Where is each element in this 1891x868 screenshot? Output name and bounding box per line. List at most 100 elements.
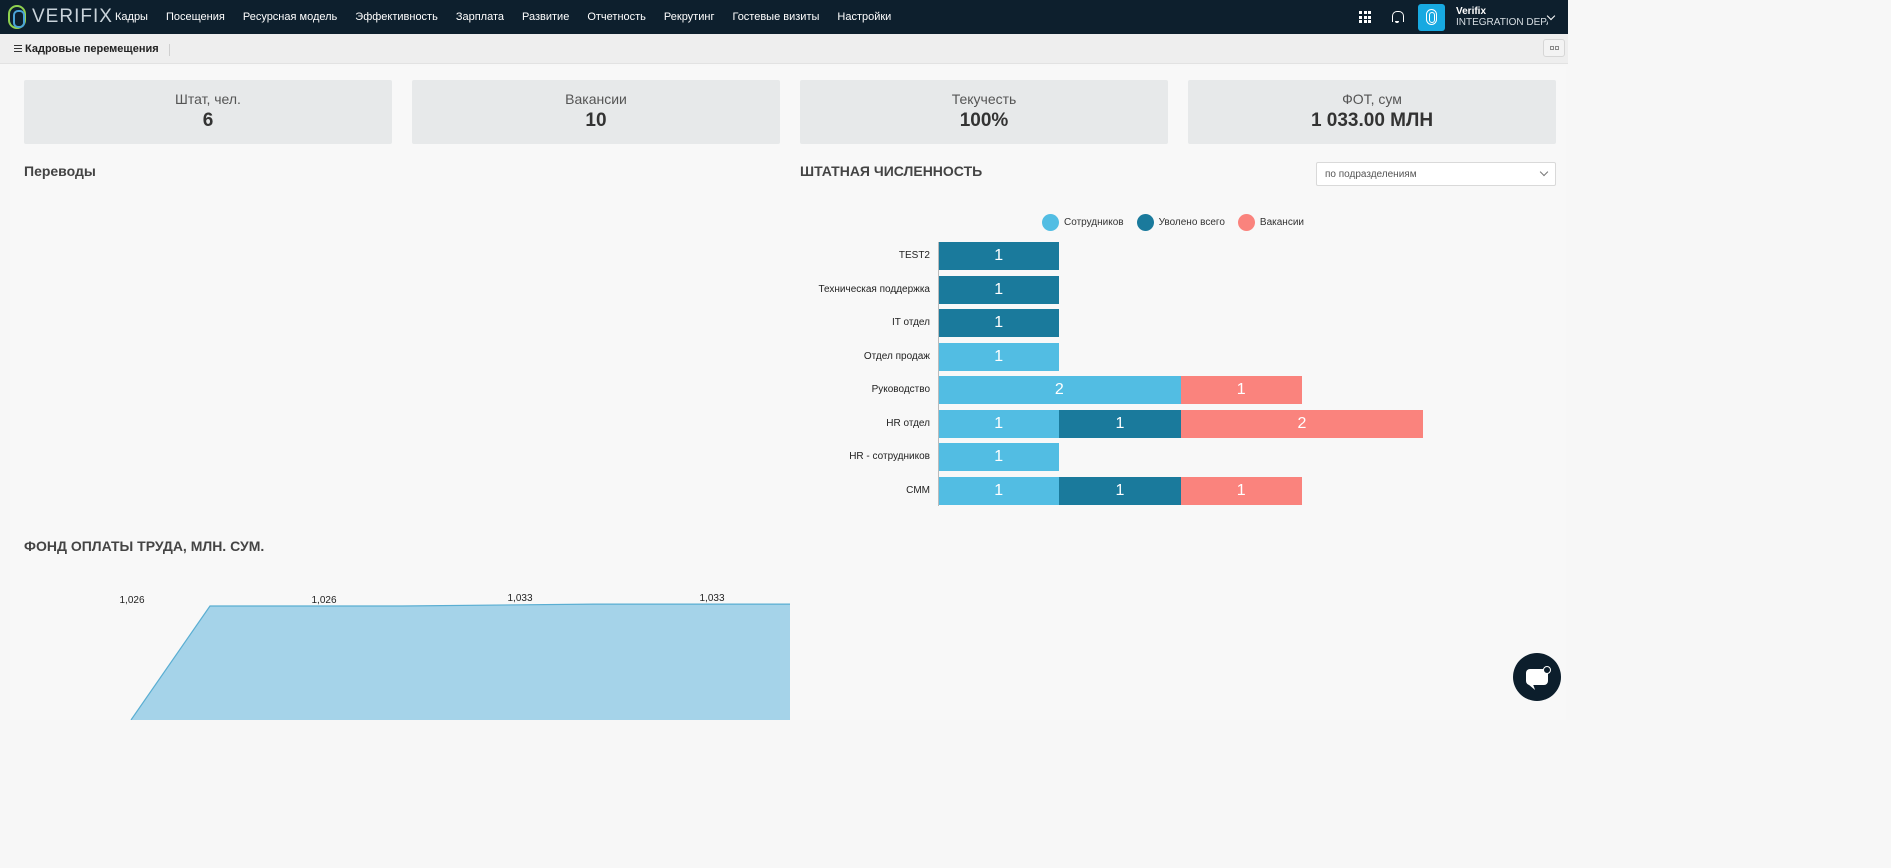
fingerprint-icon [1426,9,1437,25]
nav-item[interactable]: Отчетность [587,11,646,23]
payroll-title: ФОНД ОПЛАТЫ ТРУДА, МЛН. СУМ. [24,538,265,554]
bar-segment[interactable]: 1 [938,309,1060,337]
bar-segment[interactable]: 1 [938,242,1060,270]
grouping-select[interactable]: по подразделениям [1316,162,1556,186]
kpi-label: ФОТ, сум [1342,91,1402,107]
legend-item[interactable]: Уволено всего [1136,214,1225,231]
nav-item[interactable]: Настройки [837,11,892,23]
bar-segment[interactable]: 2 [938,376,1181,404]
nav-item[interactable]: Кадры [115,11,148,23]
legend-label: Вакансии [1259,217,1305,228]
divider [169,44,170,56]
user-name: Verifix [1456,6,1487,17]
nav-item[interactable]: Зарплата [455,11,505,23]
nav-item[interactable]: Развитие [522,11,570,23]
user-organization: INTEGRATION DEPA... [1456,17,1548,28]
bar-value-label: 1 [1115,481,1125,499]
grouping-select-value: по подразделениям [1325,169,1417,180]
bar-segment[interactable]: 1 [1180,376,1302,404]
nav-item[interactable]: Рекрутинг [663,11,715,23]
category-label: Отдел продаж [863,350,930,362]
payroll-area-chart: 1,026 1,026 1,033 1,033 [119,593,790,720]
legend-item[interactable]: Сотрудников [1042,214,1124,231]
bar-segment[interactable]: 1 [938,409,1060,438]
area-series[interactable] [131,604,790,720]
area-series-line [130,603,790,720]
bar-value-label: 2 [1297,414,1307,432]
top-bar-actions: Verifix INTEGRATION DEPA... [1359,0,1568,34]
kpi-value: 6 [202,110,214,131]
kpi-card-turnover: Текучесть 100% [800,80,1168,144]
category-label: IT отдел [892,317,930,328]
bar-segment[interactable]: 2 [1180,409,1424,438]
category-label: Руководство [871,384,930,395]
dashboard-content: Штат, чел. 6 Вакансии 10 Текучесть 100% … [10,66,1566,720]
legend-swatch [1042,214,1059,231]
kpi-card-payroll: ФОТ, сум 1 033.00 МЛН [1188,80,1556,144]
category-label: TEST2 [898,250,930,261]
bar-value-label: 1 [1115,414,1125,432]
bar-value-label: 1 [994,481,1004,499]
bar-segment[interactable]: 1 [938,275,1060,304]
bar-value-label: 1 [994,414,1004,432]
data-label: 1,033 [699,593,724,604]
category-label: Техническая поддержка [818,283,930,295]
logo-text: VERIFIX [32,6,113,27]
legend-label: Сотрудников [1064,217,1124,228]
data-label: 1,033 [507,593,532,604]
apps-grid-icon[interactable] [1359,11,1371,23]
verifix-logo[interactable]: VERIFIX [8,4,113,30]
chevron-down-icon [1539,167,1549,177]
fingerprint-logo-icon [8,5,26,29]
bar-value-label: 1 [1236,481,1246,499]
bar-segment[interactable]: 1 [938,342,1060,371]
category-label: CMM [906,484,930,496]
bar-segment[interactable]: 1 [938,476,1060,505]
bar-value-label: 1 [1236,381,1246,398]
chat-button[interactable] [1513,653,1561,701]
nav-item[interactable]: Гостевые визиты [732,11,820,23]
kpi-card-vacancies: Вакансии 10 [412,80,780,144]
avatar[interactable] [1418,3,1445,31]
kpi-value: 100% [959,110,1009,131]
chevron-down-icon[interactable] [1548,13,1556,21]
page-title: Кадровые перемещения [25,43,159,55]
kpi-label: Текучесть [951,91,1017,107]
kpi-label: Вакансии [565,91,627,107]
data-label: 1,026 [311,595,336,606]
legend-swatch [1237,214,1255,231]
bar-value-label: 1 [994,314,1004,331]
data-label: 1,026 [119,595,144,606]
notifications-bell-icon[interactable] [1391,10,1404,24]
legend-swatch [1136,214,1154,231]
headcount-title: ШТАТНАЯ ЧИСЛЕННОСТЬ [800,163,983,179]
chat-bubble-icon [1526,666,1551,685]
main-menu: Кадры Посещения Ресурсная модель Эффективно… [115,0,909,34]
kpi-card-headcount: Штат, чел. 6 [24,80,392,144]
bar-value-label: 2 [1054,381,1064,398]
user-menu[interactable]: Verifix INTEGRATION DEPA... [1456,6,1548,28]
bar-segment[interactable]: 1 [1059,476,1181,505]
hamburger-menu-icon[interactable] [14,45,22,52]
category-label: HR - сотрудников [849,451,930,462]
bar-value-label: 1 [994,247,1004,264]
page-header: Кадровые перемещения [0,34,1568,64]
view-toggle-button[interactable] [1543,39,1565,57]
nav-item[interactable]: Посещения [165,11,225,23]
bar-segment[interactable]: 1 [938,443,1060,471]
bar-segment[interactable]: 1 [1059,409,1181,438]
transfers-title: Переводы [24,163,96,179]
legend-item[interactable]: Вакансии [1237,214,1305,231]
kpi-value: 10 [585,110,607,131]
chart-axis [938,242,939,506]
nav-item[interactable]: Эффективность [355,11,438,23]
bar-segment[interactable]: 1 [1180,476,1302,505]
bar-value-label: 1 [994,347,1004,365]
legend-label: Уволено всего [1158,217,1225,228]
chart-legend: Сотрудников Уволено всего Вакансии [1042,214,1317,231]
category-label: HR отдел [886,417,930,429]
kpi-value: 1 033.00 МЛН [1310,110,1434,131]
bar-value-label: 1 [994,280,1004,298]
kpi-label: Штат, чел. [175,91,241,107]
nav-item[interactable]: Ресурсная модель [242,11,338,23]
